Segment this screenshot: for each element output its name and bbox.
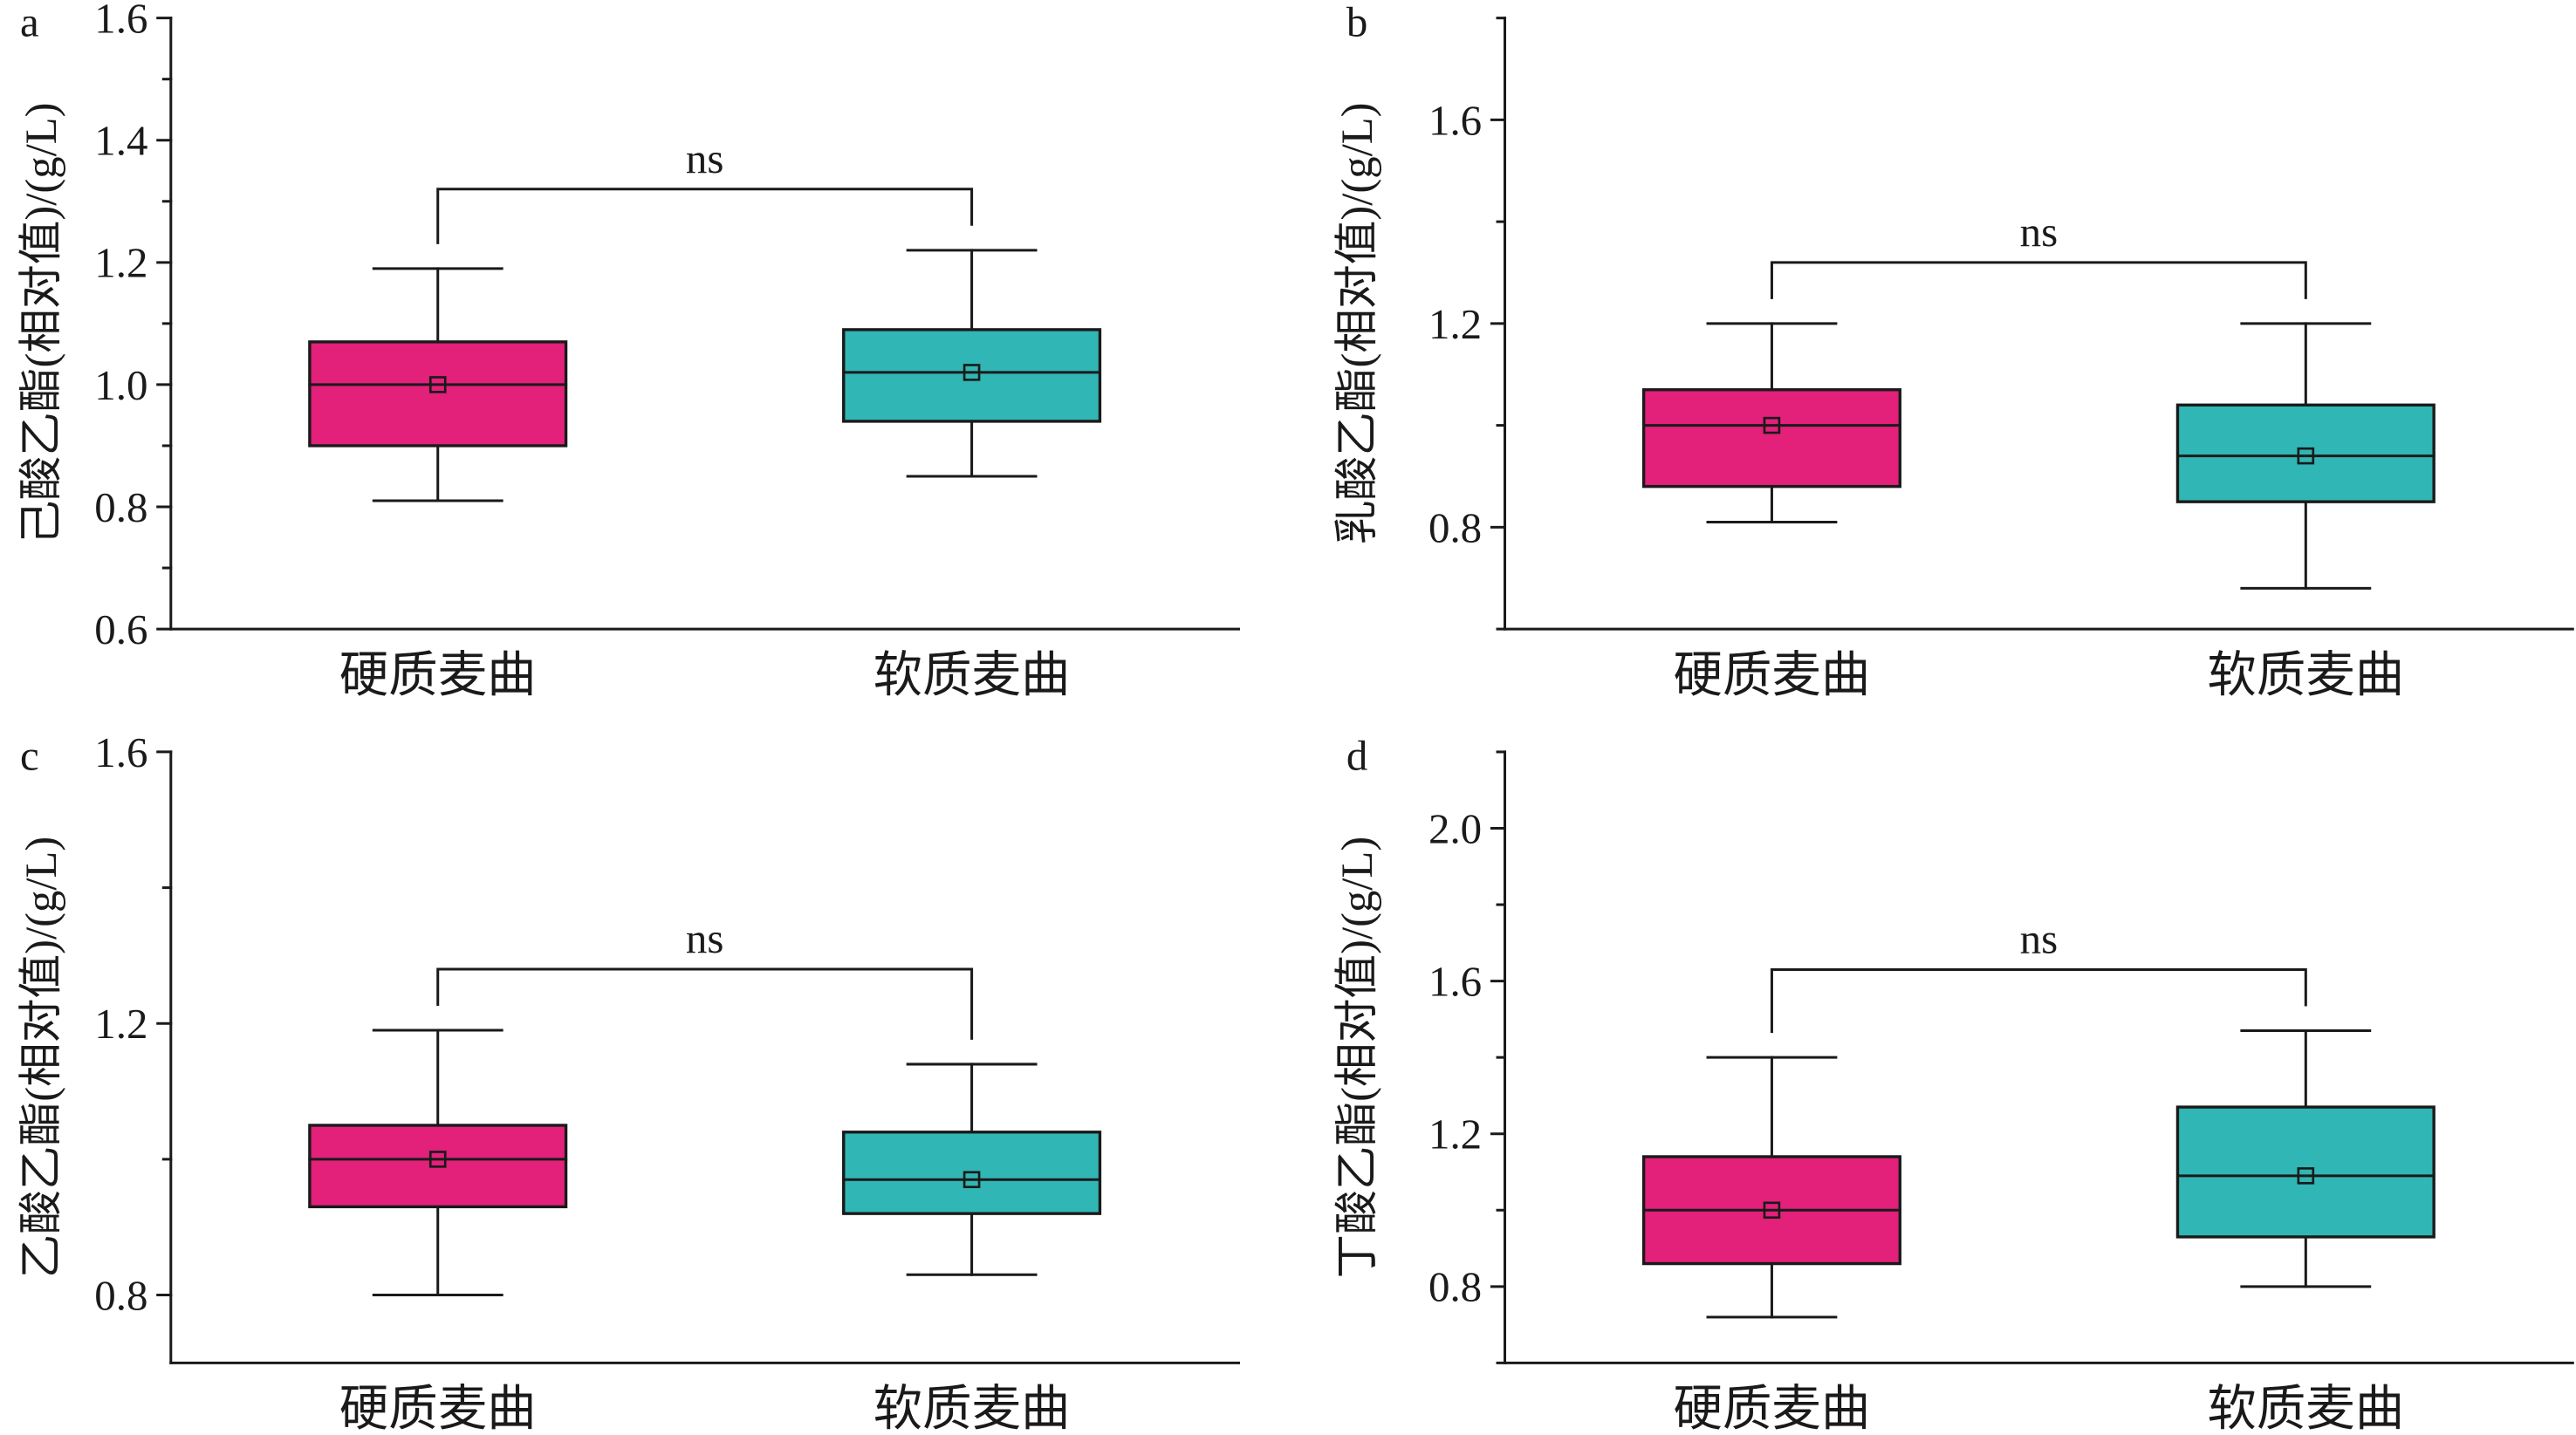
panel-b-ytick-label: 1.2 (1428, 300, 1482, 348)
panel-a-letter: a (20, 0, 39, 45)
panel-d-significance-label: ns (2020, 915, 2059, 963)
panel-c-significance-bracket (436, 967, 974, 1040)
panel-d-y-axis-title: 丁酸乙酯(相对值)/(g/L) (1333, 837, 1381, 1279)
panel-c-series-2-mean-marker (963, 1171, 981, 1189)
panel-b-ytick-label: 1.6 (1428, 96, 1482, 144)
panel-b-series-2-box (2175, 403, 2436, 503)
panel-b-series-2-mean-marker (2297, 447, 2315, 465)
panel-b-significance-label: ns (2020, 208, 2059, 256)
panel-a-series-2-mean-marker (963, 364, 981, 381)
panel-a-ytick-label: 0.6 (94, 605, 147, 653)
panel-a-significance-bracket (436, 188, 974, 244)
panel-b-series-1-box (1641, 388, 1901, 489)
panel-b-ytick-label: 0.8 (1428, 503, 1482, 551)
panel-c-y-axis-title: 乙酸乙酯(相对值)/(g/L) (17, 837, 65, 1279)
panel-b-category-label: 硬质麦曲 (1674, 649, 1871, 703)
panel-c-category-label: 硬质麦曲 (339, 1383, 537, 1435)
panel-b-series-1-mean-marker (1763, 416, 1781, 434)
panel-d-ytick-label: 0.8 (1428, 1263, 1482, 1311)
panel-d-ytick-label: 2.0 (1428, 804, 1482, 852)
panel-c-ytick-label: 1.2 (94, 1000, 147, 1048)
panel-a-ytick-label: 1.0 (94, 361, 147, 409)
panel-b-letter: b (1346, 0, 1367, 45)
panel-b-y-axis-title: 乳酸乙酯(相对值)/(g/L) (1333, 102, 1381, 544)
panel-c-series-2-box (842, 1131, 1102, 1215)
panel-b-significance-bracket (1770, 261, 2307, 299)
panel-a-y-axis-title: 己酸乙酯(相对值)/(g/L) (17, 102, 65, 544)
panel-c-ytick-label: 0.8 (94, 1272, 147, 1320)
panel-a-ytick-label: 1.4 (94, 117, 147, 165)
panel-d-letter: d (1346, 732, 1367, 780)
panel-d-ytick-label: 1.6 (1428, 958, 1482, 1006)
panel-d-category-label: 软质麦曲 (2207, 1383, 2404, 1435)
panel-a-series-2-box (842, 328, 1102, 423)
panel-a-significance-label: ns (686, 134, 724, 182)
panel-c-ytick-label: 1.6 (94, 728, 147, 776)
panel-c: c 乙酸乙酯(相对值)/(g/L) 0.8 1.2 1.6 硬质麦曲 软质麦曲 ns (17, 728, 1241, 1435)
panel-a-category-label: 软质麦曲 (874, 649, 1071, 703)
panel-d-series-2-box (2175, 1105, 2436, 1239)
panel-a-series-1-mean-marker (428, 376, 447, 393)
panel-d-series-2-mean-marker (2297, 1167, 2315, 1185)
panel-a-category-label: 硬质麦曲 (339, 649, 537, 703)
panel-b-category-label: 软质麦曲 (2207, 649, 2404, 703)
panel-a: a 己酸乙酯(相对值)/(g/L) 0.6 0.8 1.0 1.2 1.4 1.6 硬质麦曲 软质… (17, 0, 1241, 703)
panel-a-series-1-box (308, 340, 568, 448)
panel-a-ytick-label: 0.8 (94, 483, 147, 531)
panel-c-letter: c (20, 732, 39, 780)
panel-d-series-1-mean-marker (1763, 1201, 1781, 1220)
panel-a-ytick-label: 1.6 (94, 0, 147, 43)
panel-c-category-label: 软质麦曲 (874, 1383, 1071, 1435)
panel-b: b 乳酸乙酯(相对值)/(g/L) 0.8 1.2 1.6 硬质麦曲 软质麦曲 ns (1333, 0, 2574, 703)
panel-a-ytick-label: 1.2 (94, 239, 147, 287)
panel-d-ytick-label: 1.2 (1428, 1110, 1482, 1158)
panel-d: d 丁酸乙酯(相对值)/(g/L) 0.8 1.2 1.6 2.0 硬质麦曲 软质麦曲 ns (1333, 732, 2574, 1435)
panel-c-significance-label: ns (686, 914, 724, 962)
panel-d-significance-bracket (1770, 967, 2307, 1034)
panel-d-category-label: 硬质麦曲 (1674, 1383, 1871, 1435)
panel-c-series-1-mean-marker (428, 1151, 447, 1168)
